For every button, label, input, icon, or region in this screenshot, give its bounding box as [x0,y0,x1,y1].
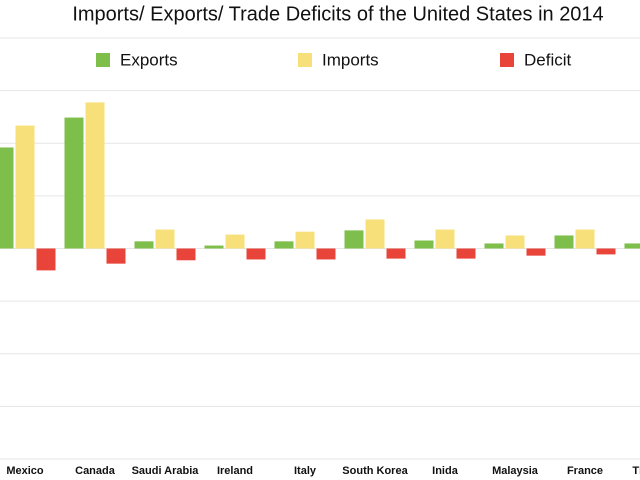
x-tick-label: Inida [432,465,459,477]
bar [526,248,546,256]
x-tick-label: South Korea [342,465,408,477]
bar [15,125,35,249]
legend-swatch [298,53,312,67]
x-tick-label: Mexico [6,465,44,477]
bar [435,229,455,249]
bar [596,248,616,255]
bar [456,248,476,259]
bar [575,229,595,249]
legend-label: Exports [120,50,178,69]
bar [505,235,525,249]
x-tick-label: Thailand [632,465,640,477]
bar [414,240,434,249]
bar [225,234,245,249]
bar [85,102,105,249]
bar [274,241,294,249]
bar [386,248,406,259]
legend-swatch [500,53,514,67]
x-tick-label: Saudi Arabia [132,465,200,477]
x-tick-label: Canada [75,465,116,477]
bar [0,147,14,249]
chart-title: Imports/ Exports/ Trade Deficits of the … [72,3,603,25]
bar [344,230,364,249]
bar [204,245,224,249]
legend-label: Deficit [524,50,572,69]
bar [295,231,315,249]
bar [155,229,175,249]
bar [624,243,640,249]
bar [106,248,126,264]
bar [484,243,504,249]
bar [64,117,84,249]
bar [246,248,266,260]
bar [316,248,336,260]
bar [176,248,196,261]
x-tick-label: Ireland [217,465,253,477]
legend-swatch [96,53,110,67]
legend-label: Imports [322,50,379,69]
bar [36,248,56,271]
x-tick-label: France [567,465,603,477]
bar [554,235,574,249]
bar [134,241,154,249]
x-tick-label: Malaysia [492,465,539,477]
bar [365,219,385,249]
x-tick-label: Italy [294,465,317,477]
